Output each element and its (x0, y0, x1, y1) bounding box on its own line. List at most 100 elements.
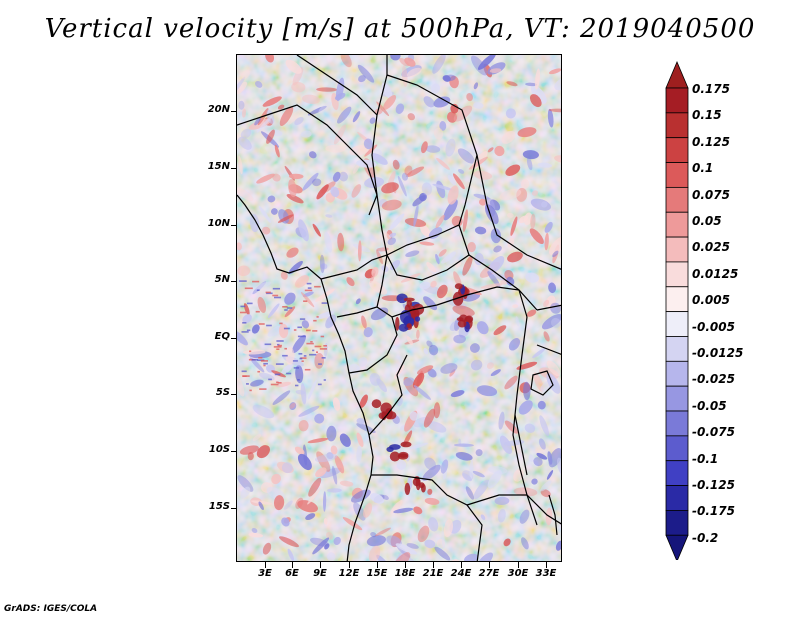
velocity-patch (326, 552, 336, 561)
velocity-patch (330, 186, 340, 198)
velocity-patch (494, 145, 505, 157)
velocity-patch (428, 517, 439, 532)
velocity-patch (440, 251, 457, 264)
lon-label: 18E (394, 568, 416, 579)
country-borders (237, 55, 561, 561)
velocity-patch (376, 554, 389, 561)
colorbar-label: -0.025 (692, 372, 735, 387)
offshore-streak (282, 306, 288, 308)
velocity-patch (251, 527, 258, 534)
velocity-patch (427, 488, 433, 495)
velocity-patch (487, 147, 494, 153)
velocity-patch (273, 495, 285, 511)
velocity-patch (507, 212, 514, 218)
velocity-patch (445, 249, 462, 265)
offshore-streak (276, 340, 284, 342)
velocity-patch (493, 245, 502, 253)
velocity-patch (297, 500, 318, 513)
velocity-patch (324, 231, 333, 253)
convective-core (411, 312, 420, 317)
velocity-patch (262, 542, 272, 555)
velocity-patch (325, 214, 333, 218)
velocity-patch (315, 288, 335, 302)
velocity-patch (393, 507, 414, 514)
lon-tick (405, 562, 406, 568)
colorbar-box (665, 261, 689, 288)
velocity-patch (286, 247, 299, 258)
offshore-streak (257, 370, 260, 373)
offshore-streak (297, 335, 306, 338)
velocity-patch (287, 548, 295, 561)
colorbar-box (665, 410, 689, 437)
velocity-patch (417, 525, 430, 543)
offshore-streak (284, 347, 287, 350)
velocity-patch (501, 130, 516, 144)
velocity-patch (252, 404, 275, 419)
velocity-patch (334, 455, 345, 474)
velocity-patch (541, 313, 561, 330)
velocity-patch (525, 272, 540, 283)
velocity-patch (237, 76, 246, 97)
velocity-patch (534, 68, 541, 90)
velocity-patch (358, 356, 368, 367)
velocity-patch (283, 500, 293, 510)
velocity-patch (452, 305, 475, 317)
offshore-streak (292, 360, 298, 362)
convective-core (404, 482, 411, 495)
offshore-streak (312, 330, 318, 332)
velocity-patch (462, 255, 473, 276)
lon-tick (377, 562, 378, 568)
lat-tick (231, 508, 237, 509)
convective-core (456, 317, 464, 322)
velocity-patch (363, 327, 373, 338)
velocity-patch (237, 81, 248, 95)
velocity-patch (424, 497, 440, 505)
velocity-patch (489, 68, 502, 73)
offshore-streak (299, 318, 306, 320)
colorbar-box (665, 311, 689, 337)
velocity-patch (436, 157, 450, 170)
velocity-patch (405, 250, 420, 257)
velocity-patch (554, 155, 561, 163)
velocity-patch (439, 121, 447, 131)
velocity-patch (381, 494, 389, 500)
velocity-patch (470, 55, 488, 76)
border-drc-north (376, 286, 528, 318)
velocity-patch (381, 199, 402, 211)
velocity-patch (381, 182, 399, 194)
velocity-patch (458, 438, 462, 445)
offshore-streak (306, 342, 314, 345)
convective-core (418, 482, 425, 489)
offshore-streak (277, 344, 282, 347)
velocity-patch (254, 117, 261, 126)
velocity-patch (287, 109, 301, 125)
velocity-patch (312, 178, 322, 187)
velocity-patch (480, 514, 486, 520)
lon-label: 24E (450, 568, 472, 579)
velocity-patch (363, 138, 373, 150)
velocity-patch (404, 165, 413, 176)
convective-core (385, 408, 393, 420)
offshore-streak (252, 280, 260, 283)
velocity-patch (427, 368, 437, 378)
velocity-patch (356, 418, 366, 425)
velocity-patch (425, 145, 441, 153)
velocity-patch (355, 298, 361, 305)
velocity-patch (506, 276, 515, 286)
velocity-patch (540, 489, 551, 498)
velocity-patch (326, 452, 334, 460)
velocity-patch (295, 364, 304, 384)
velocity-patch (331, 465, 338, 485)
lat-label: 5N (214, 274, 230, 285)
border-north-2 (386, 74, 478, 226)
velocity-patch (476, 321, 489, 335)
velocity-patch (241, 108, 247, 118)
offshore-streak (283, 327, 290, 330)
offshore-streak (255, 310, 260, 313)
velocity-patch (529, 94, 542, 108)
velocity-patch (405, 166, 425, 178)
velocity-patch (546, 470, 554, 480)
offshore-streak (293, 367, 299, 369)
velocity-patch (435, 214, 445, 229)
velocity-patch (318, 101, 332, 114)
